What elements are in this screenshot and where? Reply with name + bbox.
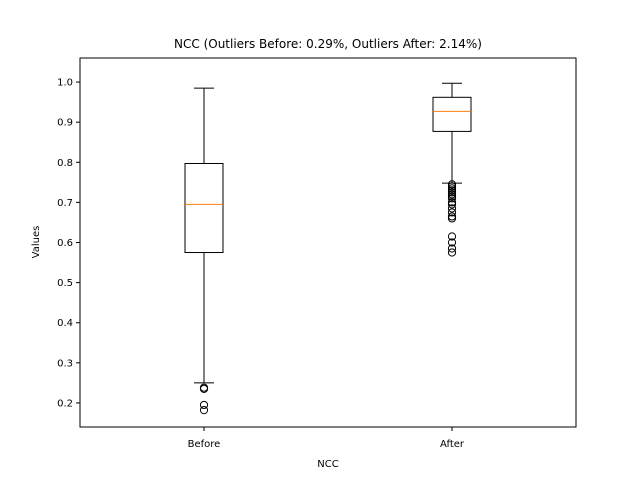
boxes [184,82,472,415]
x-axis-label: NCC [317,459,338,470]
plot-area [79,57,577,428]
outlier-point [447,238,457,247]
y-tick-label: 1.0 [57,78,73,89]
y-tick-label: 0.6 [57,238,73,249]
outlier-point [447,200,457,209]
outlier-point [447,184,457,193]
outlier-point [447,180,457,189]
y-tick-label: 0.8 [57,158,73,169]
outlier-point [447,198,457,207]
y-axis-label: Values [31,226,42,259]
y-tick-label: 0.4 [57,318,73,329]
outlier-point [447,248,457,257]
box-group-after [432,82,472,257]
outlier-point [447,214,457,223]
outlier-point [447,208,457,217]
y-tick-label: 0.2 [57,398,73,409]
box-group-before [184,87,224,415]
outlier-point [447,204,457,213]
outlier-point [199,400,209,410]
outlier-point [447,186,457,195]
outlier-point [199,384,209,393]
chart-title: NCC (Outliers Before: 0.29%, Outliers Af… [174,37,482,51]
outlier-point [447,188,457,197]
axes-frame [79,57,577,428]
outlier-point [199,406,209,415]
outlier-point [447,212,457,221]
y-tick-label: 0.3 [57,358,73,369]
outlier-point [447,244,457,253]
outlier-point [447,194,457,203]
outlier-point [447,182,457,191]
outlier-point [447,192,457,201]
x-tick-label: Before [188,439,221,450]
x-axis: Before After [188,427,465,450]
y-tick-label: 0.9 [57,118,73,129]
x-tick-label: After [440,439,465,450]
y-tick-label: 0.5 [57,278,73,289]
y-axis: 0.2 0.3 0.4 0.5 0.6 0.7 0.8 0.9 1.0 [57,78,80,409]
iqr-box [432,96,472,132]
outlier-point [447,232,457,241]
y-tick-label: 0.7 [57,198,73,209]
iqr-box [184,162,224,254]
outlier-point [447,190,457,199]
